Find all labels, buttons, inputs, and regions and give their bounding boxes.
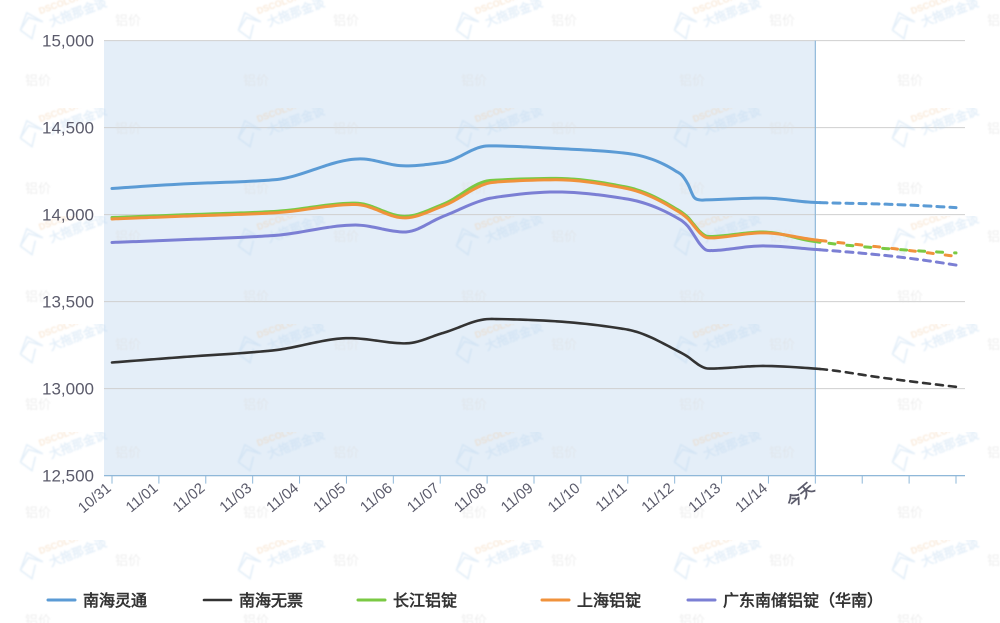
svg-text:南海无票: 南海无票: [239, 591, 303, 610]
svg-text:长江铝锭: 长江铝锭: [393, 591, 457, 610]
svg-text:广东南储铝锭（华南）: 广东南储铝锭（华南）: [723, 591, 883, 610]
svg-text:15,000: 15,000: [42, 32, 94, 51]
svg-text:14,000: 14,000: [42, 206, 94, 225]
svg-text:13,500: 13,500: [42, 293, 94, 312]
svg-text:13,000: 13,000: [42, 380, 94, 399]
svg-text:14,500: 14,500: [42, 119, 94, 138]
svg-text:12,500: 12,500: [42, 467, 94, 486]
svg-text:南海灵通: 南海灵通: [83, 591, 147, 610]
svg-text:上海铝锭: 上海铝锭: [577, 591, 641, 610]
